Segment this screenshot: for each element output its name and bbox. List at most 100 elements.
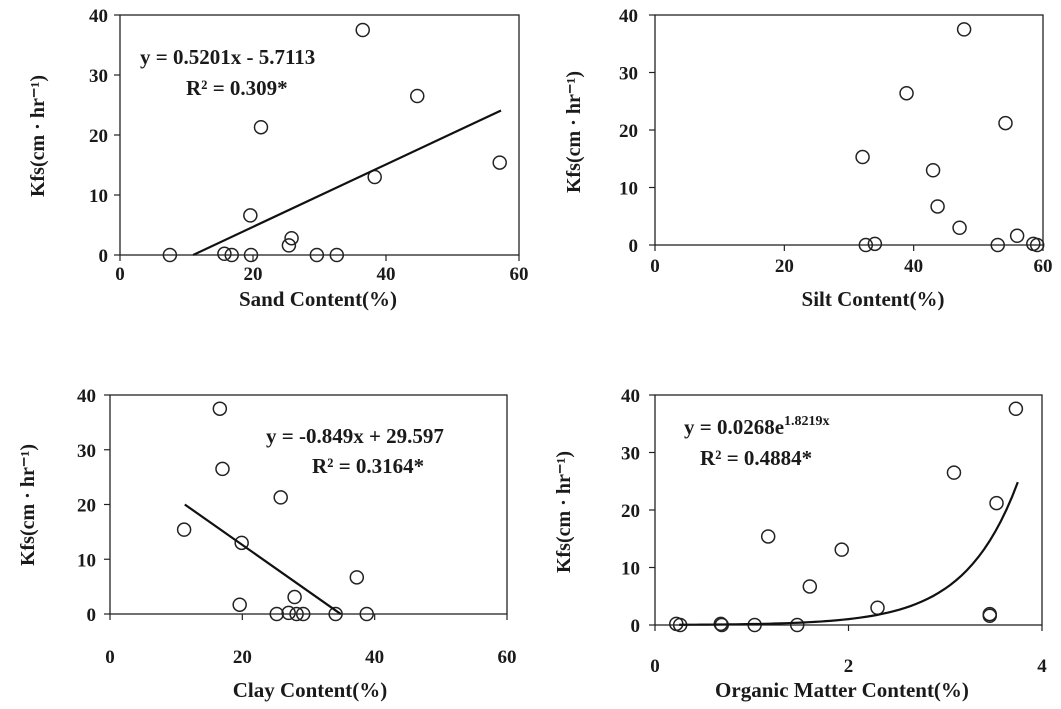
clay-data-point bbox=[281, 605, 296, 621]
om-x-tick-label: 4 bbox=[1037, 656, 1047, 677]
sand-y-tick-label: 10 bbox=[89, 186, 108, 207]
sand-data-point bbox=[224, 247, 239, 263]
om-y-tick-label: 10 bbox=[621, 559, 640, 580]
om-data-point bbox=[802, 579, 818, 594]
clay-x-ticks: 0 20 40 60 bbox=[105, 614, 517, 668]
sand-r-squared: R² = 0.309* bbox=[186, 76, 288, 100]
om-y-axis-label: Kfs(cm · hr⁻¹) bbox=[553, 451, 575, 573]
clay-data-point bbox=[289, 606, 304, 622]
sand-x-tick-label: 0 bbox=[115, 264, 125, 285]
om-r-squared: R² = 0.4884* bbox=[700, 446, 812, 470]
sand-y-ticks: 0 10 20 30 40 bbox=[89, 6, 120, 267]
sand-data-point bbox=[329, 247, 345, 263]
clay-x-tick-label: 0 bbox=[105, 647, 115, 668]
clay-data-point bbox=[295, 606, 311, 622]
silt-x-tick-label: 40 bbox=[904, 256, 923, 277]
sand-data-point bbox=[253, 119, 269, 135]
silt-data-point bbox=[952, 220, 967, 235]
silt-data-point bbox=[956, 22, 972, 37]
sand-points bbox=[162, 22, 507, 263]
clay-r-squared: R² = 0.3164* bbox=[312, 454, 424, 478]
clay-equation: y = -0.849x + 29.597 bbox=[266, 424, 444, 448]
silt-data-point bbox=[1029, 237, 1045, 253]
silt-data-point bbox=[930, 199, 945, 214]
silt-data-point bbox=[899, 85, 914, 101]
silt-data-point bbox=[998, 115, 1013, 131]
clay-x-tick-label: 60 bbox=[498, 647, 517, 668]
sand-x-ticks: 0 20 40 60 bbox=[115, 255, 529, 285]
silt-data-point bbox=[1009, 228, 1025, 244]
clay-y-ticks: 0 10 20 30 40 bbox=[77, 386, 110, 626]
clay-y-tick-label: 10 bbox=[77, 550, 96, 571]
om-data-point bbox=[760, 529, 776, 544]
clay-data-point bbox=[328, 606, 343, 622]
silt-y-tick-label: 10 bbox=[619, 179, 638, 200]
om-x-axis-label: Organic Matter Content(%) bbox=[715, 678, 969, 702]
clay-data-point bbox=[273, 490, 288, 505]
om-y-ticks: 0 10 20 30 40 bbox=[621, 386, 655, 637]
silt-y-tick-label: 40 bbox=[619, 6, 638, 27]
om-data-point bbox=[989, 495, 1004, 511]
clay-data-point bbox=[349, 570, 365, 585]
om-data-point bbox=[1008, 401, 1024, 417]
silt-x-tick-label: 20 bbox=[775, 256, 794, 277]
silt-points bbox=[855, 22, 1045, 253]
clay-data-point bbox=[215, 461, 230, 477]
clay-data-point bbox=[287, 589, 302, 605]
clay-points bbox=[176, 401, 374, 622]
sand-chart: 0 10 20 30 40 0 20 40 60 Sand Content(%) Kfs(cm… bbox=[27, 6, 529, 311]
silt-y-tick-label: 0 bbox=[629, 236, 639, 257]
om-x-ticks: 0 2 4 bbox=[650, 625, 1047, 677]
silt-data-point bbox=[855, 149, 870, 165]
clay-y-tick-label: 20 bbox=[77, 496, 96, 517]
clay-data-point bbox=[359, 606, 374, 622]
clay-data-point bbox=[269, 606, 284, 622]
sand-data-point bbox=[162, 247, 178, 263]
clay-y-axis-label: Kfs(cm · hr⁻¹) bbox=[17, 444, 39, 566]
silt-y-tick-label: 30 bbox=[619, 64, 638, 85]
sand-x-tick-label: 60 bbox=[510, 264, 529, 285]
clay-data-point bbox=[176, 522, 192, 537]
silt-x-axis-label: Silt Content(%) bbox=[802, 287, 945, 311]
om-y-tick-label: 30 bbox=[621, 444, 640, 465]
sand-x-axis-label: Sand Content(%) bbox=[239, 287, 397, 311]
silt-y-axis-label: Kfs(cm · hr⁻¹) bbox=[563, 71, 585, 193]
silt-y-tick-label: 20 bbox=[619, 121, 638, 142]
clay-data-point bbox=[212, 401, 228, 416]
clay-chart: 0 10 20 30 40 0 20 40 60 Clay Content(%) Kfs(cm… bbox=[17, 386, 517, 702]
clay-data-point bbox=[232, 597, 247, 612]
sand-y-axis-label: Kfs(cm · hr⁻¹) bbox=[27, 75, 49, 197]
sand-data-point bbox=[281, 238, 297, 253]
clay-y-tick-label: 30 bbox=[77, 441, 96, 462]
sand-data-point bbox=[284, 230, 299, 246]
om-y-tick-label: 0 bbox=[631, 616, 641, 637]
om-data-point bbox=[789, 617, 805, 633]
clay-y-tick-label: 40 bbox=[77, 386, 96, 407]
clay-x-tick-label: 20 bbox=[233, 647, 252, 668]
clay-x-axis-label: Clay Content(%) bbox=[233, 678, 388, 702]
sand-trendline bbox=[192, 109, 502, 256]
om-equation-exponent: 1.8219x bbox=[784, 414, 830, 429]
sand-equation: y = 0.5201x - 5.7113 bbox=[140, 45, 315, 69]
silt-y-ticks: 0 10 20 30 40 bbox=[619, 6, 655, 257]
silt-chart: 0 10 20 30 40 0 20 40 60 Silt Content(%) Kfs(cm… bbox=[563, 6, 1053, 311]
silt-data-point bbox=[858, 237, 874, 253]
silt-x-tick-label: 60 bbox=[1034, 256, 1053, 277]
om-data-point bbox=[834, 542, 849, 557]
sand-y-tick-label: 30 bbox=[89, 66, 108, 87]
clay-trendline bbox=[184, 503, 342, 616]
om-data-point bbox=[946, 465, 962, 480]
silt-data-point bbox=[867, 236, 883, 252]
om-data-point bbox=[982, 606, 998, 622]
silt-data-point bbox=[990, 237, 1005, 253]
sand-data-point bbox=[243, 208, 258, 223]
silt-x-tick-label: 0 bbox=[650, 256, 660, 277]
sand-data-point bbox=[217, 246, 232, 262]
clay-y-tick-label: 0 bbox=[87, 605, 97, 626]
sand-x-tick-label: 20 bbox=[244, 264, 263, 285]
sand-x-tick-label: 40 bbox=[377, 264, 396, 285]
om-y-tick-label: 40 bbox=[621, 386, 640, 407]
sand-y-tick-label: 0 bbox=[99, 246, 109, 267]
